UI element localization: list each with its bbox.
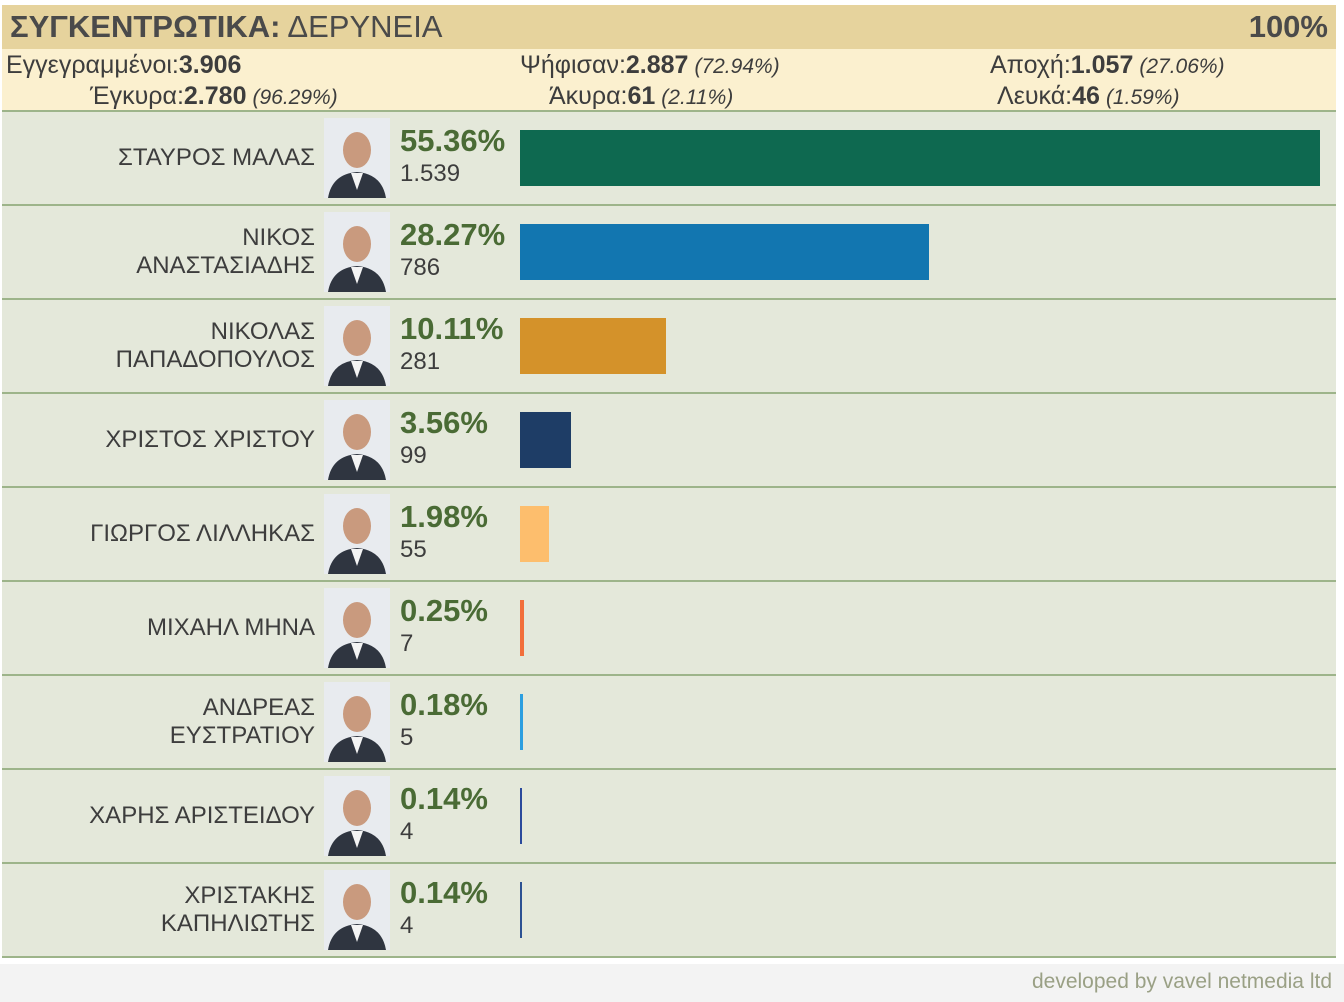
candidate-photo [324, 588, 390, 668]
candidate-row: ΜΙΧΑΗΛ ΜΗΝΑ 0.25% 7 [2, 582, 1336, 676]
candidate-percentage: 0.14% [400, 781, 488, 816]
candidate-percentage: 0.25% [400, 593, 488, 628]
candidate-name: ΧΑΡΗΣ ΑΡΙΣΤΕΙΔΟΥ [89, 802, 315, 829]
candidate-name: ΝΙΚΟΣ ΑΝΑΣΤΑΣΙΑΔΗΣ [136, 224, 315, 279]
voted-stat: Ψήφισαν:2.887 (72.94%) [520, 50, 780, 82]
candidate-votes: 99 [400, 442, 427, 469]
result-bar [520, 788, 522, 844]
invalid-value: 61 [627, 82, 656, 110]
title-place: ΔΕΡΥΝΕΙΑ [280, 9, 443, 44]
blank-pct: (1.59%) [1105, 86, 1180, 109]
candidate-photo [324, 870, 390, 950]
candidate-percentage: 28.27% [400, 217, 506, 252]
voted-value: 2.887 [625, 51, 689, 79]
candidate-row: ΧΡΙΣΤΟΣ ΧΡΙΣΤΟΥ 3.56% 99 [2, 394, 1336, 488]
abstention-pct: (27.06%) [1139, 55, 1225, 78]
abstention-value: 1.057 [1070, 51, 1134, 79]
registered-label: Εγγεγραμμένοι: [6, 51, 179, 79]
candidate-votes: 7 [400, 630, 414, 657]
invalid-stat: Άκυρα:61 (2.11%) [549, 81, 733, 113]
voted-pct: (72.94%) [694, 55, 780, 78]
candidate-name: ΑΝΔΡΕΑΣ ΕΥΣΤΡΑΤΙΟΥ [169, 694, 315, 749]
candidate-row: ΝΙΚΟΣ ΑΝΑΣΤΑΣΙΑΔΗΣ 28.27% 786 [2, 206, 1336, 300]
header-bar: ΣΥΓΚΕΝΤΡΩΤΙΚΑ: ΔΕΡΥΝΕΙΑ 100% [2, 5, 1336, 49]
result-bar [520, 600, 524, 656]
candidate-name: ΓΙΩΡΓΟΣ ΛΙΛΛΗΚΑΣ [90, 520, 315, 547]
candidate-votes: 786 [400, 254, 441, 281]
candidate-row: ΧΡΙΣΤΑΚΗΣ ΚΑΠΗΛΙΩΤΗΣ 0.14% 4 [2, 864, 1336, 958]
result-bar [520, 882, 522, 938]
candidate-percentage: 55.36% [400, 123, 506, 158]
candidate-photo [324, 306, 390, 386]
candidate-name: ΣΤΑΥΡΟΣ ΜΑΛΑΣ [117, 144, 315, 171]
blank-value: 46 [1072, 82, 1100, 110]
candidate-name: ΧΡΙΣΤΑΚΗΣ ΚΑΠΗΛΙΩΤΗΣ [160, 882, 315, 937]
candidate-percentage: 10.11% [400, 311, 504, 346]
valid-value: 2.780 [183, 82, 247, 110]
result-bar [520, 506, 549, 562]
candidate-votes: 4 [400, 912, 414, 939]
result-bar [520, 224, 929, 280]
candidate-photo [324, 682, 390, 762]
counted-percentage: 100% [1248, 9, 1328, 44]
candidate-votes: 4 [400, 818, 414, 845]
abstention-label: Αποχή: [990, 51, 1071, 79]
page-title: ΣΥΓΚΕΝΤΡΩΤΙΚΑ: ΔΕΡΥΝΕΙΑ [10, 9, 442, 45]
candidate-name: ΝΙΚΟΛΑΣ ΠΑΠΑΔΟΠΟΥΛΟΣ [115, 318, 315, 373]
candidate-photo [324, 118, 390, 198]
candidate-row: ΧΑΡΗΣ ΑΡΙΣΤΕΙΔΟΥ 0.14% 4 [2, 770, 1336, 864]
candidate-row: ΓΙΩΡΓΟΣ ΛΙΛΛΗΚΑΣ 1.98% 55 [2, 488, 1336, 582]
candidate-votes: 1.539 [400, 160, 461, 187]
candidate-votes: 5 [400, 724, 414, 751]
registered-stat: Εγγεγραμμένοι:3.906 [6, 50, 241, 80]
summary-panel: Εγγεγραμμένοι:3.906 Έγκυρα:2.780 (96.29%)… [2, 49, 1336, 112]
valid-pct: (96.29%) [252, 86, 338, 109]
candidate-photo [324, 400, 390, 480]
blank-label: Λευκά: [997, 82, 1073, 110]
candidate-name: ΧΡΙΣΤΟΣ ΧΡΙΣΤΟΥ [105, 426, 315, 453]
title-label: ΣΥΓΚΕΝΤΡΩΤΙΚΑ: [10, 9, 281, 44]
blank-stat: Λευκά:46 (1.59%) [997, 81, 1179, 113]
candidate-row: ΣΤΑΥΡΟΣ ΜΑΛΑΣ 55.36% 1.539 [2, 112, 1336, 206]
candidate-percentage: 1.98% [400, 499, 488, 534]
footer: developed by vavel netmedia ltd [0, 964, 1344, 1002]
candidate-row: ΝΙΚΟΛΑΣ ΠΑΠΑΔΟΠΟΥΛΟΣ 10.11% 281 [2, 300, 1336, 394]
voted-label: Ψήφισαν: [520, 51, 626, 79]
abstention-stat: Αποχή:1.057 (27.06%) [990, 50, 1225, 82]
candidate-name: ΜΙΧΑΗΛ ΜΗΝΑ [146, 614, 315, 641]
valid-label: Έγκυρα: [90, 82, 184, 110]
result-bar [520, 694, 523, 750]
candidate-percentage: 0.14% [400, 875, 488, 910]
candidate-percentage: 3.56% [400, 405, 488, 440]
candidate-votes: 281 [400, 348, 441, 375]
candidate-row: ΑΝΔΡΕΑΣ ΕΥΣΤΡΑΤΙΟΥ 0.18% 5 [2, 676, 1336, 770]
candidate-photo [324, 776, 390, 856]
result-bar [520, 130, 1320, 186]
result-bar [520, 318, 666, 374]
valid-stat: Έγκυρα:2.780 (96.29%) [90, 81, 338, 113]
developer-credit: developed by vavel netmedia ltd [1031, 970, 1332, 993]
candidate-photo [324, 212, 390, 292]
candidate-photo [324, 494, 390, 574]
registered-value: 3.906 [178, 51, 242, 79]
result-bar [520, 412, 571, 468]
invalid-label: Άκυρα: [549, 82, 628, 110]
candidate-votes: 55 [400, 536, 427, 563]
candidate-percentage: 0.18% [400, 687, 488, 722]
invalid-pct: (2.11%) [661, 86, 734, 109]
